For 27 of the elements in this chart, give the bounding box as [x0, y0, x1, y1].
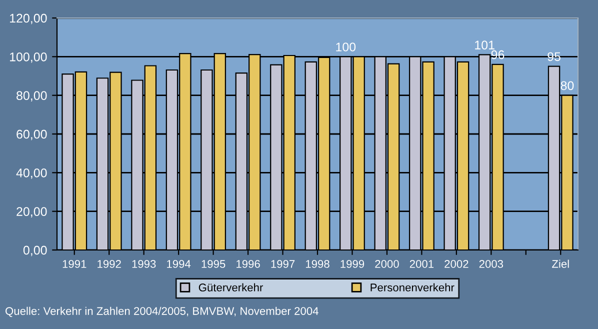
x-tick-label: 1996	[236, 260, 260, 268]
data-label: 100	[336, 42, 356, 52]
y-tick-label: 100,00	[10, 52, 47, 63]
x-tick-label: 1991	[62, 260, 86, 268]
legend-label: Personenverkehr	[370, 283, 454, 292]
x-tick-label: 2000	[375, 260, 399, 268]
y-tick-label: 0,00	[23, 246, 47, 256]
legend-label: Güterverkehr	[198, 283, 263, 292]
y-tick-label: 80,00	[16, 91, 47, 102]
data-label: 80	[560, 81, 574, 90]
x-tick-label: 1995	[202, 260, 226, 268]
y-tick-label: 20,00	[16, 207, 47, 218]
x-tick-label: 1999	[340, 260, 364, 268]
x-tick-label: 1993	[132, 260, 156, 268]
y-tick-label: 120,00	[10, 14, 47, 24]
source-note: Quelle: Verkehr in Zahlen 2004/2005, BMVBW, November 2004	[6, 306, 318, 317]
y-tick-label: 60,00	[16, 130, 47, 140]
data-label: 101	[475, 40, 494, 50]
x-tick-label: 2001	[410, 260, 434, 268]
y-tick-label: 40,00	[16, 168, 47, 179]
x-tick-label: 2003	[479, 260, 504, 268]
x-tick-label: 1997	[271, 260, 295, 268]
x-tick-label: 1992	[98, 260, 121, 268]
x-tick-label: 1998	[306, 260, 330, 268]
x-tick-label: Ziel	[552, 260, 569, 268]
x-tick-label: 1994	[167, 260, 191, 268]
x-tick-label: 2002	[444, 260, 468, 268]
